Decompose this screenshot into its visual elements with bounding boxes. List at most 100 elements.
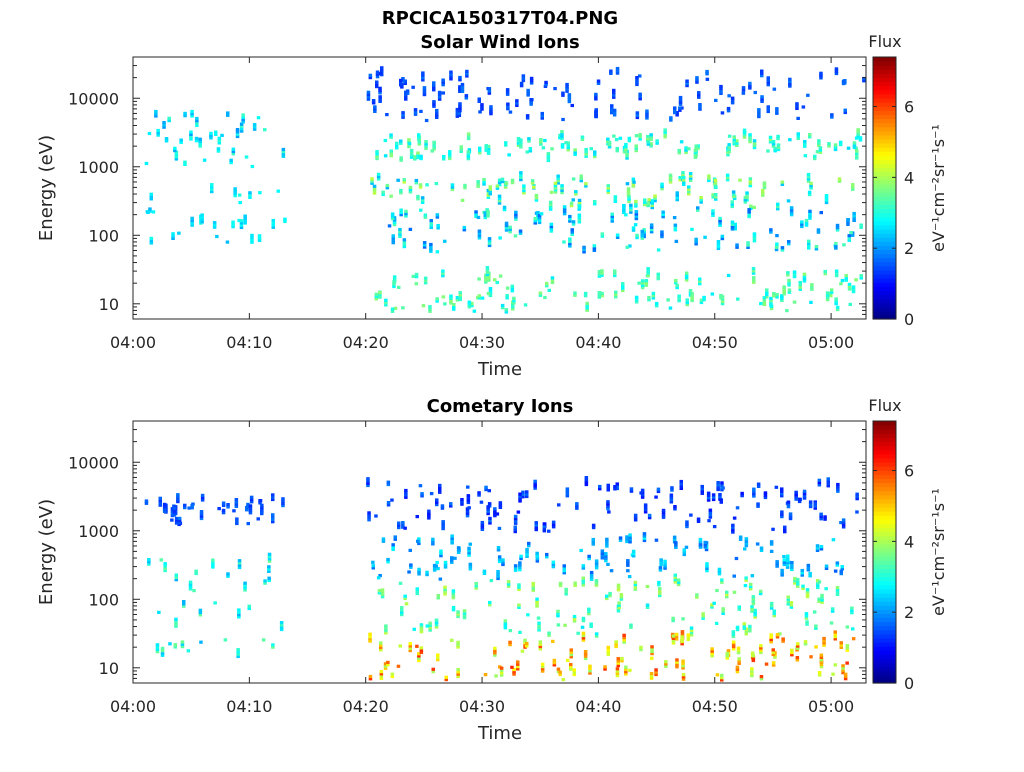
spectrogram-cell	[417, 572, 421, 576]
spectrogram-cell	[258, 501, 262, 505]
spectrogram-cell	[375, 75, 380, 79]
spectrogram-cell	[697, 93, 701, 97]
spectrogram-cell	[822, 636, 826, 641]
spectrogram-cell	[846, 222, 850, 226]
spectrogram-cell	[766, 107, 770, 111]
spectrogram-cell	[671, 619, 675, 623]
spectrogram-cell	[417, 652, 421, 656]
spectrogram-cell	[472, 309, 477, 313]
spectrogram-cell	[790, 561, 794, 565]
spectrogram-cell	[694, 242, 698, 246]
spectrogram-cell	[560, 184, 564, 188]
spectrogram-cell	[386, 663, 390, 667]
spectrogram-cell	[533, 219, 537, 223]
spectrogram-cell	[830, 113, 834, 117]
spectrogram-cell	[431, 540, 435, 544]
spectrogram-cell	[800, 224, 804, 229]
spectrogram-cell	[567, 100, 572, 104]
spectrogram-cell	[862, 76, 866, 81]
spectrogram-cell	[468, 542, 472, 546]
colorbar-segment	[873, 208, 896, 214]
spectrogram-cell	[437, 90, 442, 94]
spectrogram-cell	[816, 583, 820, 587]
spectrogram-cell	[404, 95, 408, 99]
spectrogram-cell	[806, 172, 811, 177]
spectrogram-cell	[808, 133, 812, 137]
spectrogram-cell	[376, 576, 381, 580]
spectrogram-cell	[591, 523, 596, 527]
spectrogram-cell	[615, 71, 620, 75]
spectrogram-cell	[190, 221, 194, 225]
spectrogram-cell	[248, 504, 253, 508]
spectrogram-cell	[401, 113, 405, 117]
spectrogram-cell	[617, 601, 621, 605]
spectrogram-cell	[720, 485, 724, 490]
spectrogram-cell	[786, 556, 790, 560]
spectrogram-cell	[615, 484, 619, 488]
spectrogram-cell	[635, 115, 640, 120]
spectrogram-cell	[769, 301, 773, 305]
spectrogram-cell	[465, 74, 469, 78]
spectrogram-cell	[526, 91, 530, 95]
panel-2-xlabel: Time	[477, 723, 522, 744]
spectrogram-cell	[429, 247, 433, 251]
colorbar-segment	[873, 527, 896, 533]
spectrogram-cell	[384, 624, 388, 628]
spectrogram-cell	[798, 285, 802, 289]
spectrogram-cell	[786, 271, 790, 275]
spectrogram-cell	[383, 662, 388, 666]
spectrogram-cell	[417, 133, 421, 137]
spectrogram-cell	[669, 495, 674, 499]
spectrogram-cell	[450, 187, 455, 192]
spectrogram-cell	[833, 569, 838, 573]
spectrogram-cell	[668, 178, 673, 182]
spectrogram-cell	[466, 494, 471, 498]
spectrogram-cell	[271, 643, 275, 647]
x-tick-label: 04:30	[459, 697, 505, 716]
colorbar-segment	[873, 543, 896, 549]
spectrogram-cell	[553, 190, 558, 194]
spectrogram-cell	[510, 178, 515, 182]
spectrogram-cell	[561, 91, 565, 95]
spectrogram-cell	[615, 486, 619, 491]
spectrogram-cell	[822, 641, 826, 645]
spectrogram-cell	[470, 301, 474, 305]
spectrogram-cell	[668, 175, 673, 180]
spectrogram-cell	[531, 581, 535, 586]
spectrogram-cell	[807, 239, 811, 243]
spectrogram-cell	[493, 507, 497, 511]
spectrogram-cell	[698, 543, 703, 547]
spectrogram-cell	[615, 149, 619, 153]
spectrogram-cell	[413, 157, 417, 161]
spectrogram-cell	[476, 215, 481, 219]
spectrogram-cell	[814, 624, 818, 628]
spectrogram-cell	[381, 192, 385, 197]
spectrogram-cell	[808, 571, 812, 576]
spectrogram-cell	[805, 620, 809, 624]
spectrogram-cell	[747, 212, 751, 216]
spectrogram-cell	[628, 535, 632, 539]
spectrogram-cell	[613, 274, 617, 278]
spectrogram-cell	[450, 638, 454, 642]
spectrogram-cell	[386, 480, 391, 484]
spectrogram-cell	[731, 632, 736, 636]
spectrogram-cell	[148, 207, 152, 211]
spectrogram-cell	[792, 300, 797, 304]
spectrogram-cell	[735, 506, 740, 510]
spectrogram-cell	[261, 638, 266, 642]
spectrogram-cell	[824, 200, 829, 205]
spectrogram-cell	[466, 157, 471, 161]
spectrogram-cell	[486, 195, 491, 199]
spectrogram-cell	[209, 134, 213, 138]
spectrogram-cell	[841, 668, 845, 672]
spectrogram-cell	[682, 182, 686, 187]
spectrogram-cell	[673, 223, 678, 227]
spectrogram-cell	[581, 634, 586, 638]
spectrogram-cell	[424, 144, 428, 148]
spectrogram-cell	[634, 210, 639, 214]
spectrogram-cell	[452, 307, 456, 311]
colorbar-segment	[873, 237, 896, 242]
spectrogram-cell	[676, 578, 681, 582]
spectrogram-cell	[515, 99, 519, 103]
spectrogram-cell	[675, 665, 679, 669]
